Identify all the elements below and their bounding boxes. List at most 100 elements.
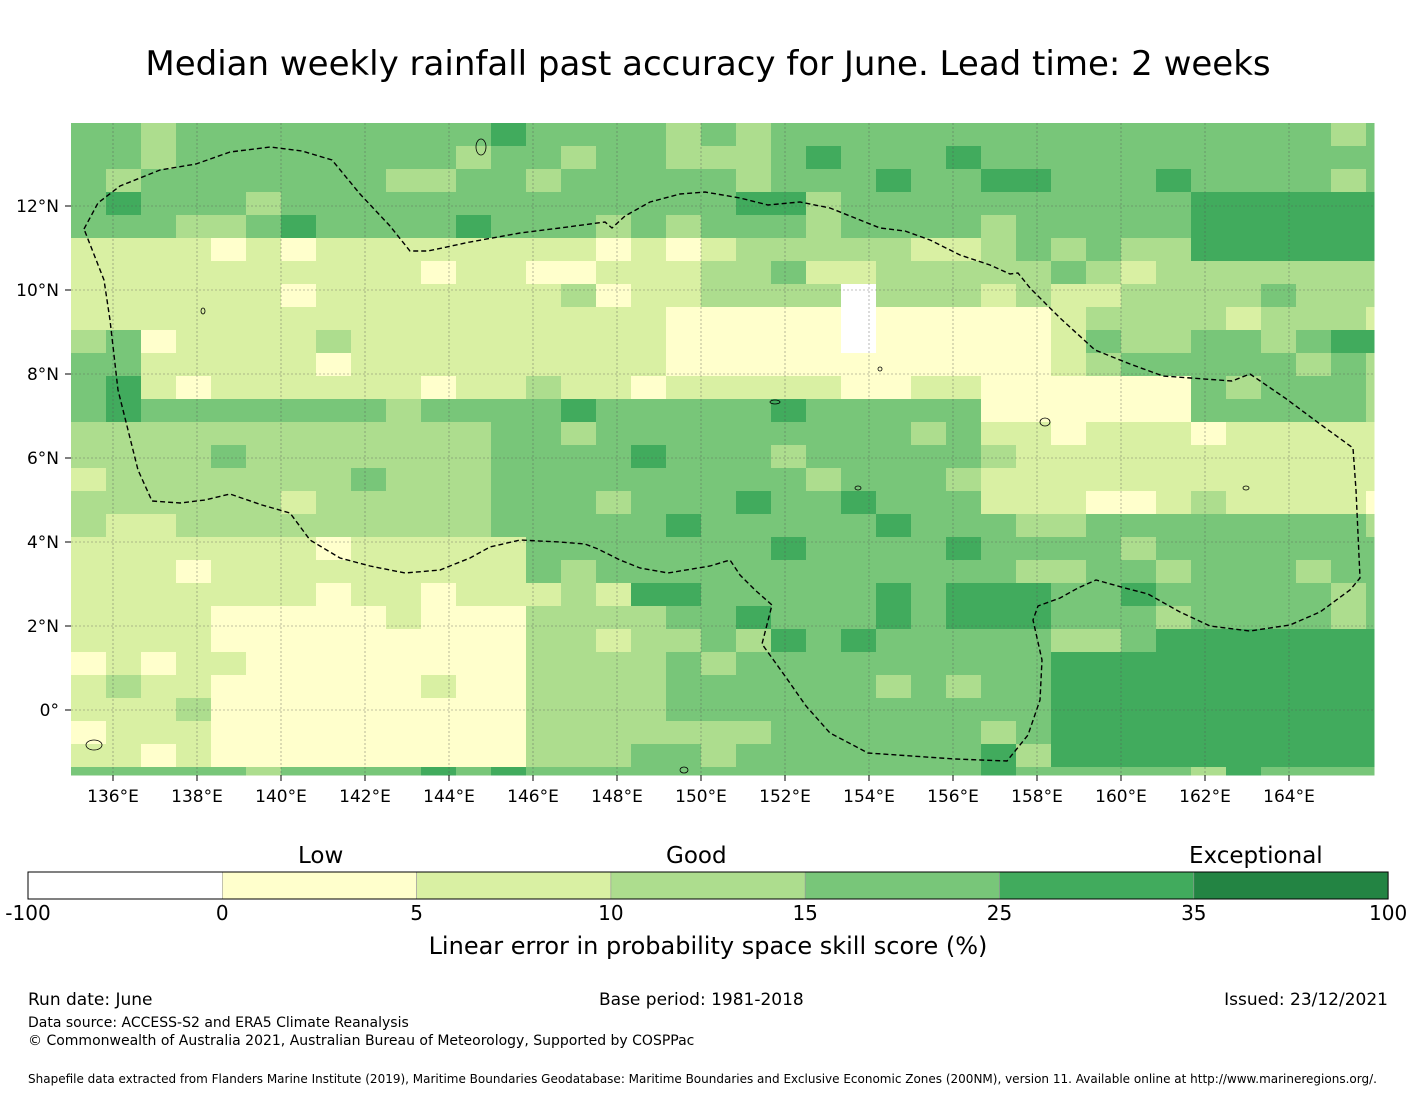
skill-cell — [911, 261, 947, 285]
skill-cell — [736, 261, 772, 285]
skill-cell — [141, 744, 177, 768]
skill-cell — [1261, 123, 1297, 147]
skill-cell — [981, 330, 1017, 354]
skill-cell — [1366, 146, 1375, 170]
longitude-labels: 136°E 138°E 140°E 142°E 144°E 146°E 148°E 150°E… — [87, 787, 1315, 807]
skill-cell — [946, 215, 982, 239]
skill-cell — [71, 537, 107, 561]
skill-cell — [631, 353, 667, 377]
skill-cell — [981, 169, 1017, 193]
skill-cell — [841, 698, 877, 722]
skill-cell — [1191, 744, 1227, 768]
colorbar-category-exceptional: Exceptional — [1189, 843, 1323, 869]
skill-cell — [806, 307, 842, 331]
skill-cell — [666, 583, 702, 607]
skill-cell — [176, 330, 212, 354]
skill-cell — [1191, 652, 1227, 676]
skill-cell — [176, 629, 212, 653]
skill-cell — [1296, 261, 1332, 285]
skill-cell — [841, 169, 877, 193]
skill-cell — [351, 330, 387, 354]
skill-cell — [71, 238, 107, 262]
skill-cell — [1156, 353, 1192, 377]
skill-cell — [141, 675, 177, 699]
skill-cell — [736, 169, 772, 193]
skill-cell — [106, 491, 142, 515]
island-outline — [475, 138, 487, 156]
skill-cell — [981, 399, 1017, 423]
skill-cell — [1051, 514, 1087, 538]
skill-cell — [176, 215, 212, 239]
skill-cell — [526, 169, 562, 193]
skill-cell — [1261, 284, 1297, 308]
skill-cell — [946, 468, 982, 492]
skill-cell — [631, 376, 667, 400]
skill-cell — [386, 169, 422, 193]
skill-cell — [1331, 767, 1367, 776]
skill-cell — [386, 583, 422, 607]
skill-cell — [316, 629, 352, 653]
skill-cell — [421, 261, 457, 285]
skill-cell — [631, 238, 667, 262]
skill-cell — [771, 422, 807, 446]
skill-cell — [1086, 560, 1122, 584]
skill-cell — [526, 675, 562, 699]
skill-cell — [701, 215, 737, 239]
skill-cell — [1016, 698, 1052, 722]
skill-cell — [946, 514, 982, 538]
skill-cell — [561, 468, 597, 492]
skill-cell — [1261, 445, 1297, 469]
skill-cell — [1191, 445, 1227, 469]
skill-cell — [666, 767, 702, 776]
skill-cell — [1121, 468, 1157, 492]
skill-cell — [596, 606, 632, 630]
skill-cell — [876, 652, 912, 676]
skill-cell — [1331, 514, 1367, 538]
skill-cell — [876, 169, 912, 193]
skill-cell — [456, 491, 492, 515]
skill-cell — [1191, 215, 1227, 239]
skill-cell — [1016, 767, 1052, 776]
skill-cell — [596, 721, 632, 745]
skill-cell — [561, 721, 597, 745]
skill-cell — [1226, 468, 1262, 492]
skill-cell — [981, 537, 1017, 561]
skill-cell — [106, 353, 142, 377]
skill-cell — [736, 698, 772, 722]
skill-cell — [106, 629, 142, 653]
skill-cell — [561, 284, 597, 308]
skill-cell — [526, 422, 562, 446]
skill-cell — [1156, 123, 1192, 147]
skill-cell — [71, 215, 107, 239]
skill-cell — [841, 675, 877, 699]
rainfall-skill-map: 136°E 138°E 140°E 142°E 144°E 146°E 148°E 150°E… — [16, 123, 1375, 807]
skill-cell — [911, 146, 947, 170]
skill-cell — [281, 468, 317, 492]
skill-cell — [421, 675, 457, 699]
skill-cell — [596, 238, 632, 262]
skill-cell — [176, 744, 212, 768]
skill-cell — [841, 629, 877, 653]
skill-cell — [1086, 353, 1122, 377]
skill-cell — [771, 169, 807, 193]
skill-cell — [386, 123, 422, 147]
skill-cell — [386, 330, 422, 354]
skill-cell — [211, 675, 247, 699]
skill-cell — [736, 583, 772, 607]
skill-cell — [1051, 376, 1087, 400]
skill-cell — [1156, 215, 1192, 239]
skill-cell — [631, 123, 667, 147]
skill-cell — [421, 468, 457, 492]
skill-cell — [561, 744, 597, 768]
skill-cell — [666, 445, 702, 469]
skill-cell — [1296, 399, 1332, 423]
skill-cell — [176, 698, 212, 722]
skill-cell — [1086, 284, 1122, 308]
skill-cell — [491, 629, 527, 653]
skill-cell — [1226, 123, 1262, 147]
skill-cell — [1366, 583, 1375, 607]
skill-cell — [1016, 399, 1052, 423]
skill-cell — [561, 652, 597, 676]
skill-cell — [1191, 238, 1227, 262]
skill-cell — [631, 675, 667, 699]
